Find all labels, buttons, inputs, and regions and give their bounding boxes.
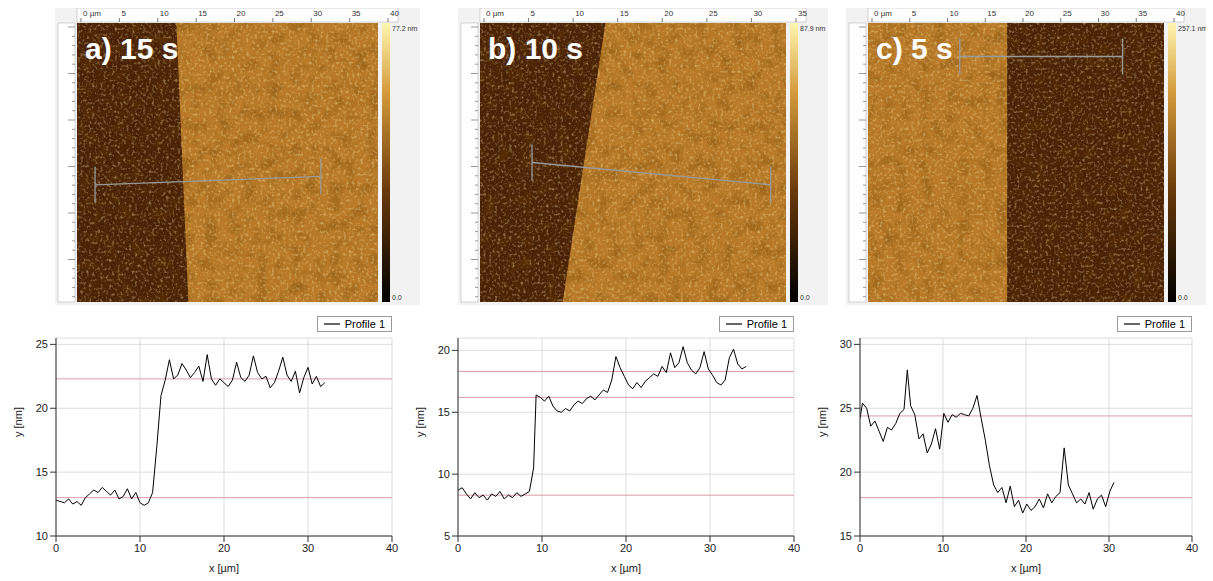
svg-text:x [µm]: x [µm] — [611, 562, 641, 574]
svg-text:0.0: 0.0 — [392, 294, 402, 301]
svg-text:25: 25 — [1063, 9, 1072, 18]
svg-text:20: 20 — [237, 9, 246, 18]
svg-text:15: 15 — [987, 9, 996, 18]
svg-text:10: 10 — [950, 9, 959, 18]
svg-text:15: 15 — [620, 9, 629, 18]
svg-text:30: 30 — [1101, 9, 1110, 18]
svg-text:c) 5 s: c) 5 s — [876, 32, 953, 65]
svg-text:y [nm]: y [nm] — [12, 407, 24, 437]
svg-text:30: 30 — [704, 542, 716, 554]
svg-text:25: 25 — [840, 402, 852, 414]
svg-text:35: 35 — [352, 9, 361, 18]
svg-text:y [nm]: y [nm] — [816, 407, 828, 437]
svg-text:25: 25 — [36, 338, 48, 350]
svg-text:35: 35 — [798, 9, 807, 18]
svg-text:40: 40 — [386, 542, 398, 554]
svg-text:15: 15 — [198, 9, 207, 18]
svg-text:15: 15 — [36, 466, 48, 478]
svg-text:20: 20 — [840, 466, 852, 478]
html-text:Profile 1: Profile 1 — [1144, 318, 1185, 330]
svg-text:y [nm]: y [nm] — [414, 407, 426, 437]
svg-text:10: 10 — [575, 9, 584, 18]
svg-text:25: 25 — [275, 9, 284, 18]
svg-text:a) 15 s: a) 15 s — [85, 32, 178, 65]
svg-text:20: 20 — [1020, 542, 1032, 554]
svg-text:35: 35 — [1138, 9, 1147, 18]
svg-text:20: 20 — [620, 542, 632, 554]
svg-text:0 µm: 0 µm — [83, 9, 101, 18]
svg-text:40: 40 — [1176, 9, 1185, 18]
svg-text:87.9 nm: 87.9 nm — [800, 25, 825, 32]
svg-text:10: 10 — [36, 530, 48, 542]
svg-text:77.2 nm: 77.2 nm — [392, 25, 417, 32]
svg-text:40: 40 — [1186, 542, 1198, 554]
svg-text:5: 5 — [912, 9, 917, 18]
svg-text:30: 30 — [302, 542, 314, 554]
svg-text:20: 20 — [218, 542, 230, 554]
svg-text:20: 20 — [438, 344, 450, 356]
svg-text:15: 15 — [438, 406, 450, 418]
svg-text:10: 10 — [937, 542, 949, 554]
svg-text:25: 25 — [709, 9, 718, 18]
svg-text:b) 10 s: b) 10 s — [488, 32, 583, 65]
svg-text:257.1 nm: 257.1 nm — [1178, 25, 1206, 32]
svg-text:5: 5 — [444, 530, 450, 542]
svg-text:30: 30 — [1103, 542, 1115, 554]
html-text:Profile 1: Profile 1 — [746, 318, 787, 330]
svg-text:30: 30 — [753, 9, 762, 18]
svg-text:x [µm]: x [µm] — [1011, 562, 1041, 574]
svg-text:20: 20 — [664, 9, 673, 18]
svg-text:0.0: 0.0 — [1178, 294, 1188, 301]
svg-text:20: 20 — [1025, 9, 1034, 18]
svg-text:0.0: 0.0 — [800, 294, 810, 301]
svg-text:30: 30 — [840, 338, 852, 350]
svg-text:40: 40 — [390, 9, 399, 18]
svg-text:10: 10 — [438, 468, 450, 480]
svg-text:0 µm: 0 µm — [874, 9, 892, 18]
svg-text:20: 20 — [36, 402, 48, 414]
svg-text:30: 30 — [313, 9, 322, 18]
svg-text:0 µm: 0 µm — [486, 9, 504, 18]
svg-text:x [µm]: x [µm] — [209, 562, 239, 574]
html-text:Profile 1: Profile 1 — [344, 318, 385, 330]
svg-text:10: 10 — [536, 542, 548, 554]
svg-text:0: 0 — [455, 542, 461, 554]
svg-text:15: 15 — [840, 530, 852, 542]
svg-text:10: 10 — [160, 9, 169, 18]
svg-text:5: 5 — [531, 9, 536, 18]
svg-text:40: 40 — [788, 542, 800, 554]
svg-text:0: 0 — [857, 542, 863, 554]
svg-text:10: 10 — [134, 542, 146, 554]
svg-text:0: 0 — [53, 542, 59, 554]
svg-text:5: 5 — [121, 9, 126, 18]
